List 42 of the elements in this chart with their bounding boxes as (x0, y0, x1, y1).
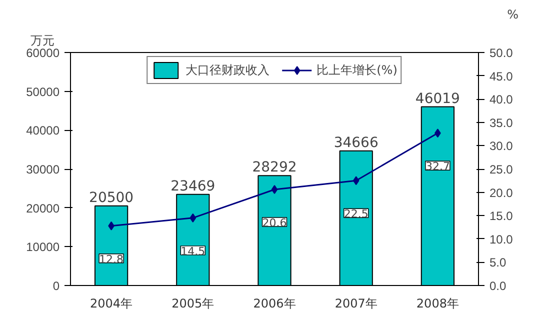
y2-tick-label: 20.0 (490, 186, 514, 200)
y-tick-label: 20000 (26, 201, 60, 216)
point (352, 176, 360, 186)
bar (258, 175, 292, 286)
y2-tick-label: 10.0 (490, 232, 514, 246)
y-tick-label: 60000 (26, 46, 60, 60)
data-label: 20500 (89, 190, 134, 206)
data-label: 14.5 (180, 244, 206, 258)
legend-label: 大口径财政收入 (186, 62, 270, 78)
y2-tick-label: 15.0 (490, 209, 514, 224)
data-label: 12.8 (99, 252, 124, 266)
y2-tick-label: 25.0 (490, 162, 514, 176)
y-tick-label: 0 (52, 279, 60, 293)
x-tick-label: 2006年 (253, 296, 296, 310)
y-axis-title: 万元 (30, 34, 54, 48)
y2-tick-label: 50.0 (490, 46, 514, 60)
y2-tick-label: 40.0 (490, 92, 514, 107)
y2-tick-label: 45.0 (490, 69, 514, 84)
y-tick-label: 40000 (26, 124, 60, 138)
y2-tick-label: 5.0 (490, 256, 507, 270)
point (271, 185, 278, 194)
bar (176, 194, 210, 286)
x-tick-label: 2005年 (172, 296, 214, 310)
x-tick-label: 2008年 (416, 296, 459, 310)
data-label: 23469 (170, 178, 216, 194)
y2-tick-label: 0.0 (490, 279, 507, 293)
y-tick-label: 10000 (26, 240, 60, 254)
point (190, 213, 196, 222)
y-tick-label: 30000 (26, 162, 60, 176)
y2-axis-title: % (507, 8, 519, 22)
x-tick-label: 2007年 (334, 296, 378, 310)
bar (420, 106, 455, 286)
bar (339, 150, 373, 286)
legend-label: 比上年增长(%) (316, 62, 398, 78)
y2-tick-label: 35.0 (490, 116, 514, 130)
bar (94, 205, 128, 286)
data-label: 46019 (415, 90, 460, 107)
y-tick-label: 50000 (26, 84, 60, 99)
x-tick-label: 2004年 (90, 296, 133, 310)
data-label: 34666 (334, 134, 378, 151)
data-label: 28292 (252, 160, 297, 176)
y2-tick-label: 30.0 (490, 139, 514, 154)
